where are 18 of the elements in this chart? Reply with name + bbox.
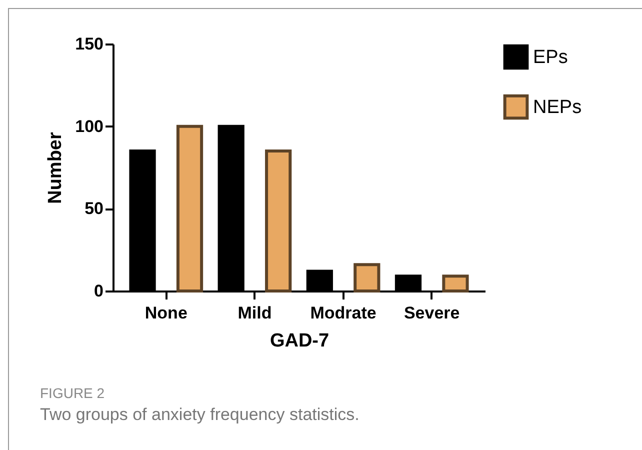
caption: FIGURE 2 bbox=[40, 385, 106, 401]
x-tick-label: Mild bbox=[238, 304, 272, 322]
bar bbox=[442, 274, 469, 292]
bar bbox=[354, 263, 380, 292]
y-tick-label: 100 bbox=[75, 116, 104, 136]
x-tick-label: Severe bbox=[404, 304, 460, 322]
legend-label: EPs bbox=[533, 47, 568, 68]
y-tick-label: 50 bbox=[84, 199, 104, 218]
y-axis-title: Number bbox=[45, 132, 66, 204]
y-tick-label: 0 bbox=[94, 282, 104, 300]
bar bbox=[265, 150, 292, 292]
text: Two groups of anxiety frequency statistics. bbox=[40, 405, 360, 425]
x-tick-label: None bbox=[144, 304, 188, 322]
y-tick-label: 150 bbox=[75, 34, 104, 54]
x-axis-title: GAD-7 bbox=[270, 330, 330, 352]
legend-label: NEPs bbox=[533, 97, 582, 118]
x-tick-label: Modrate bbox=[310, 304, 376, 322]
bar bbox=[176, 124, 204, 292]
